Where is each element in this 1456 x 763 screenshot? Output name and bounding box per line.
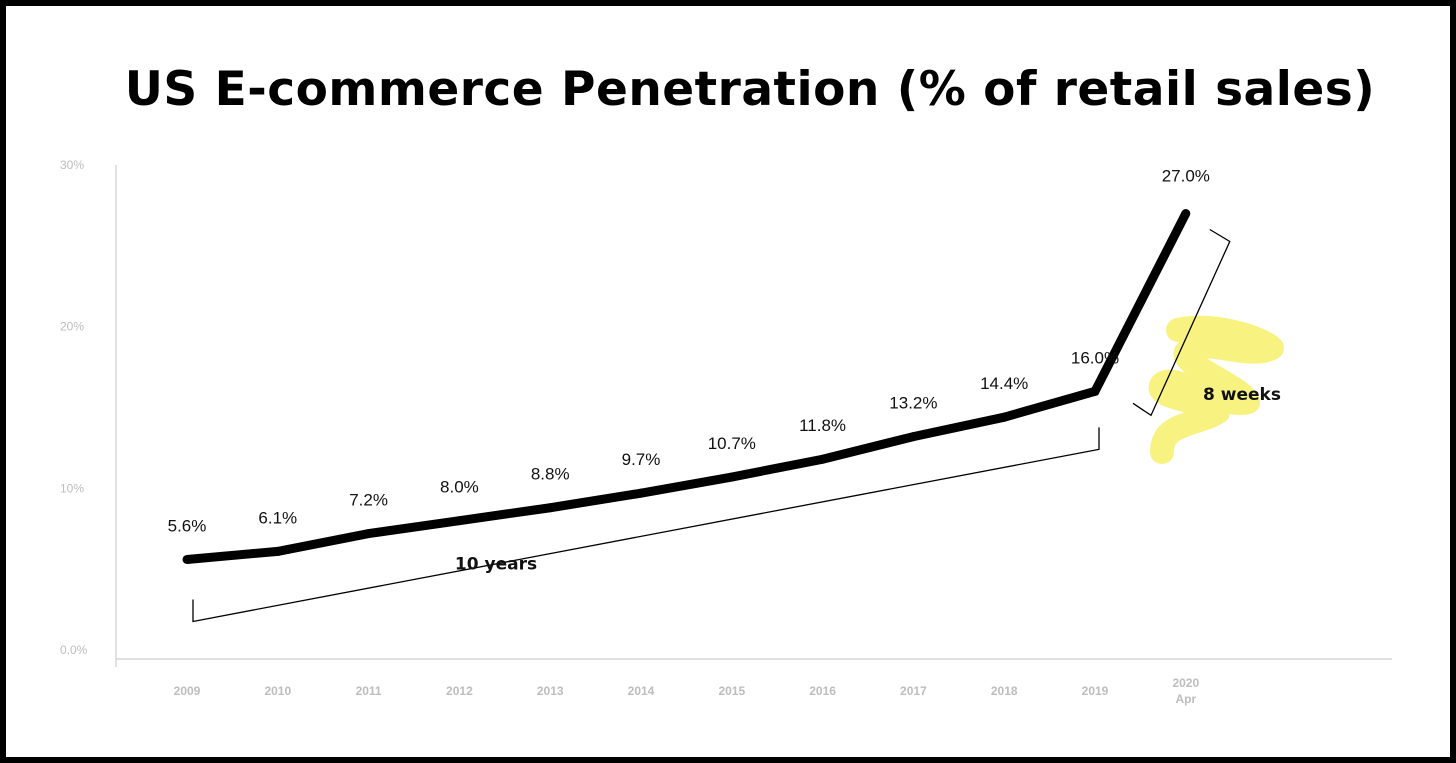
x-tick-label: 2011 [356, 684, 382, 698]
x-tick-label: 2015 [718, 684, 745, 698]
data-point [364, 529, 374, 539]
x-tick-label: 2016 [809, 684, 836, 698]
bracket-8-weeks [1132, 228, 1231, 417]
data-label: 5.6% [168, 516, 207, 535]
x-tick-label: 2013 [537, 684, 564, 698]
data-point [1181, 209, 1191, 218]
chart-title: US E-commerce Penetration (% of retail s… [124, 62, 1376, 117]
data-point [273, 546, 283, 556]
x-tick-label: 2010 [264, 684, 291, 698]
data-point [454, 516, 464, 526]
y-tick-label: 30% [60, 158, 84, 172]
y-tick-label: 0.0% [60, 643, 88, 657]
data-label: 27.0% [1162, 167, 1210, 186]
bracket-10-years [192, 427, 1100, 623]
data-label: 14.4% [980, 374, 1028, 393]
data-label: 16.0% [1071, 348, 1119, 367]
annotation-10-years: 10 years [455, 554, 537, 574]
x-tick-label: 2020 [1172, 676, 1199, 690]
data-point [545, 503, 555, 513]
data-label: 13.2% [889, 394, 937, 413]
x-tick-label: 2018 [991, 684, 1018, 698]
data-label: 6.1% [258, 508, 297, 527]
y-tick-label: 10% [60, 481, 84, 495]
data-label: 11.8% [799, 416, 846, 435]
data-label: 7.2% [349, 491, 388, 510]
annotation-8-weeks: 8 weeks [1203, 385, 1281, 405]
x-tick-sublabel: Apr [1175, 692, 1196, 706]
data-point [1090, 386, 1100, 396]
x-tick-label: 2019 [1082, 684, 1109, 698]
data-label: 8.8% [531, 465, 570, 484]
y-tick-label: 20% [60, 320, 84, 334]
data-point [182, 554, 192, 564]
data-point [636, 488, 646, 498]
x-tick-label: 2009 [174, 684, 201, 698]
data-point [818, 454, 828, 464]
highlight-scribble [1148, 315, 1284, 464]
data-label: 9.7% [622, 450, 661, 469]
x-tick-label: 2012 [446, 684, 473, 698]
data-label: 10.7% [708, 434, 756, 453]
series-line [186, 211, 1190, 564]
data-point [727, 472, 737, 482]
data-point [999, 412, 1009, 422]
data-point [908, 432, 918, 442]
x-tick-label: 2014 [628, 684, 655, 698]
x-tick-label: 2017 [900, 684, 927, 698]
data-label: 8.0% [440, 478, 479, 497]
